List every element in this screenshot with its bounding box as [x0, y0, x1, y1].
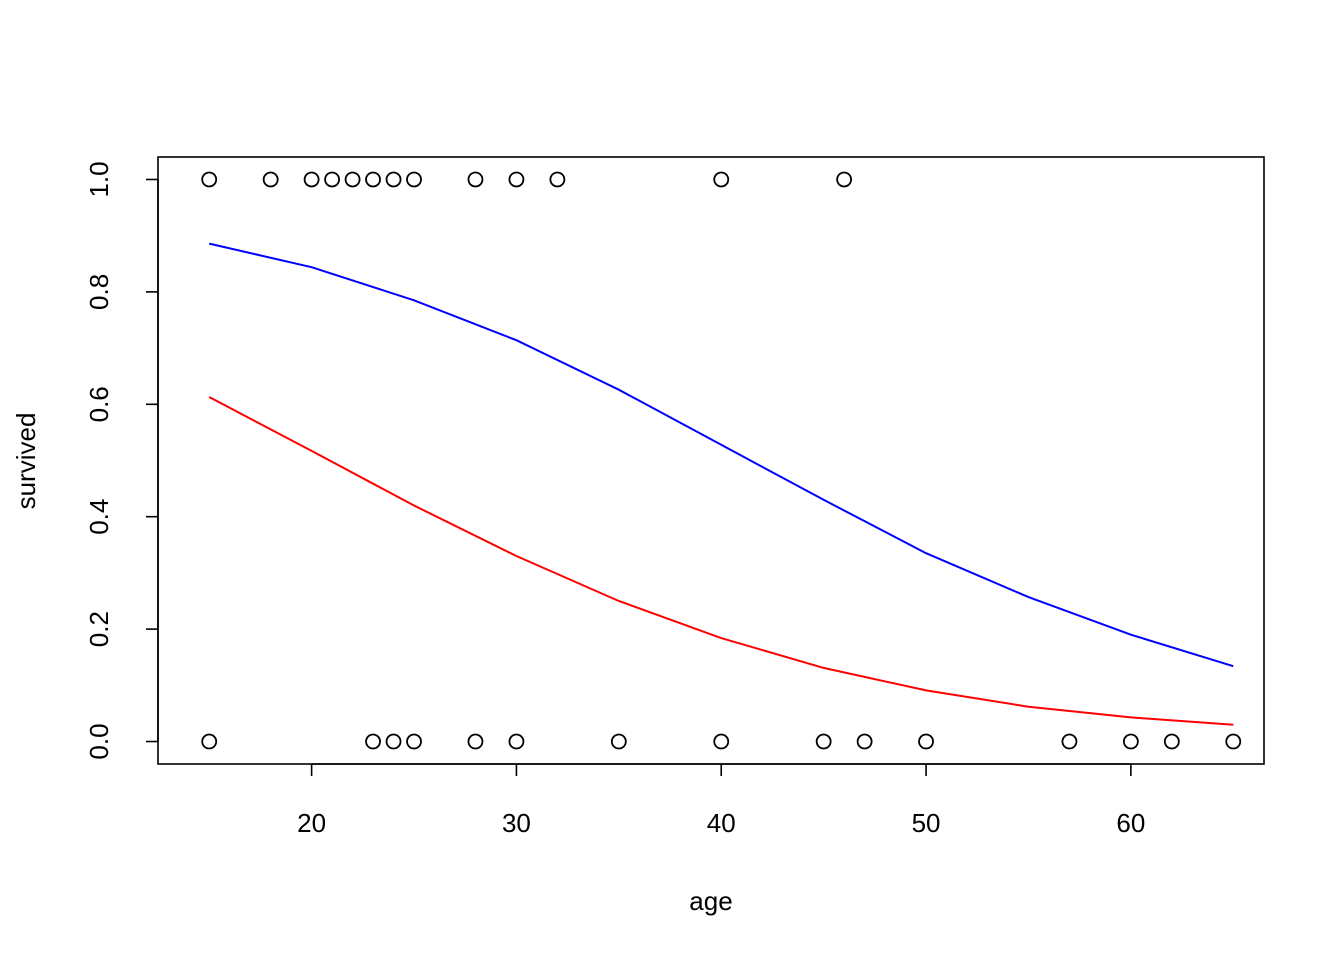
y-tick-label: 0.2 — [84, 611, 114, 647]
data-point — [467, 733, 484, 750]
data-point — [385, 733, 402, 750]
data-point — [201, 171, 218, 188]
x-tick-label: 40 — [707, 808, 736, 838]
x-axis-label: age — [689, 886, 732, 916]
data-point — [262, 171, 279, 188]
data-point — [918, 733, 934, 750]
data-point — [610, 733, 627, 750]
data-point — [365, 733, 381, 750]
y-axis-label: survived — [11, 413, 41, 510]
data-point — [1225, 733, 1242, 750]
data-point — [713, 733, 730, 750]
x-tick-label: 60 — [1116, 808, 1145, 838]
y-tick-label: 0.8 — [84, 274, 114, 310]
data-point — [344, 171, 361, 188]
data-point — [549, 171, 566, 188]
x-tick-label: 20 — [297, 808, 326, 838]
y-tick-label: 1.0 — [84, 161, 114, 197]
series-line-2 — [208, 396, 1234, 726]
data-point — [1163, 733, 1180, 750]
y-tick-label: 0.4 — [84, 499, 114, 535]
series-line-1 — [208, 242, 1234, 668]
data-point — [406, 733, 422, 750]
y-tick-label: 0.6 — [84, 386, 114, 422]
data-point — [508, 733, 525, 750]
x-axis: 20 30 40 50 60 — [297, 763, 1145, 838]
data-point — [467, 171, 484, 188]
fitted-curves — [208, 242, 1234, 726]
data-point — [836, 171, 853, 188]
data-point — [324, 171, 340, 188]
x-tick-label: 50 — [912, 808, 941, 838]
data-point — [856, 733, 873, 750]
data-point — [303, 171, 320, 188]
data-point — [815, 733, 832, 750]
data-points — [201, 171, 1242, 750]
data-point — [385, 171, 402, 188]
data-point — [365, 171, 381, 188]
y-axis: 0.0 0.2 0.4 0.6 0.8 1.0 — [84, 161, 159, 760]
data-point — [406, 171, 422, 188]
data-point — [508, 171, 525, 188]
data-point — [201, 733, 218, 750]
data-point — [1061, 733, 1078, 750]
y-tick-label: 0.0 — [84, 723, 114, 759]
data-point — [713, 171, 730, 188]
x-tick-label: 30 — [502, 808, 531, 838]
plot-frame — [157, 156, 1265, 765]
data-point — [1122, 733, 1139, 750]
